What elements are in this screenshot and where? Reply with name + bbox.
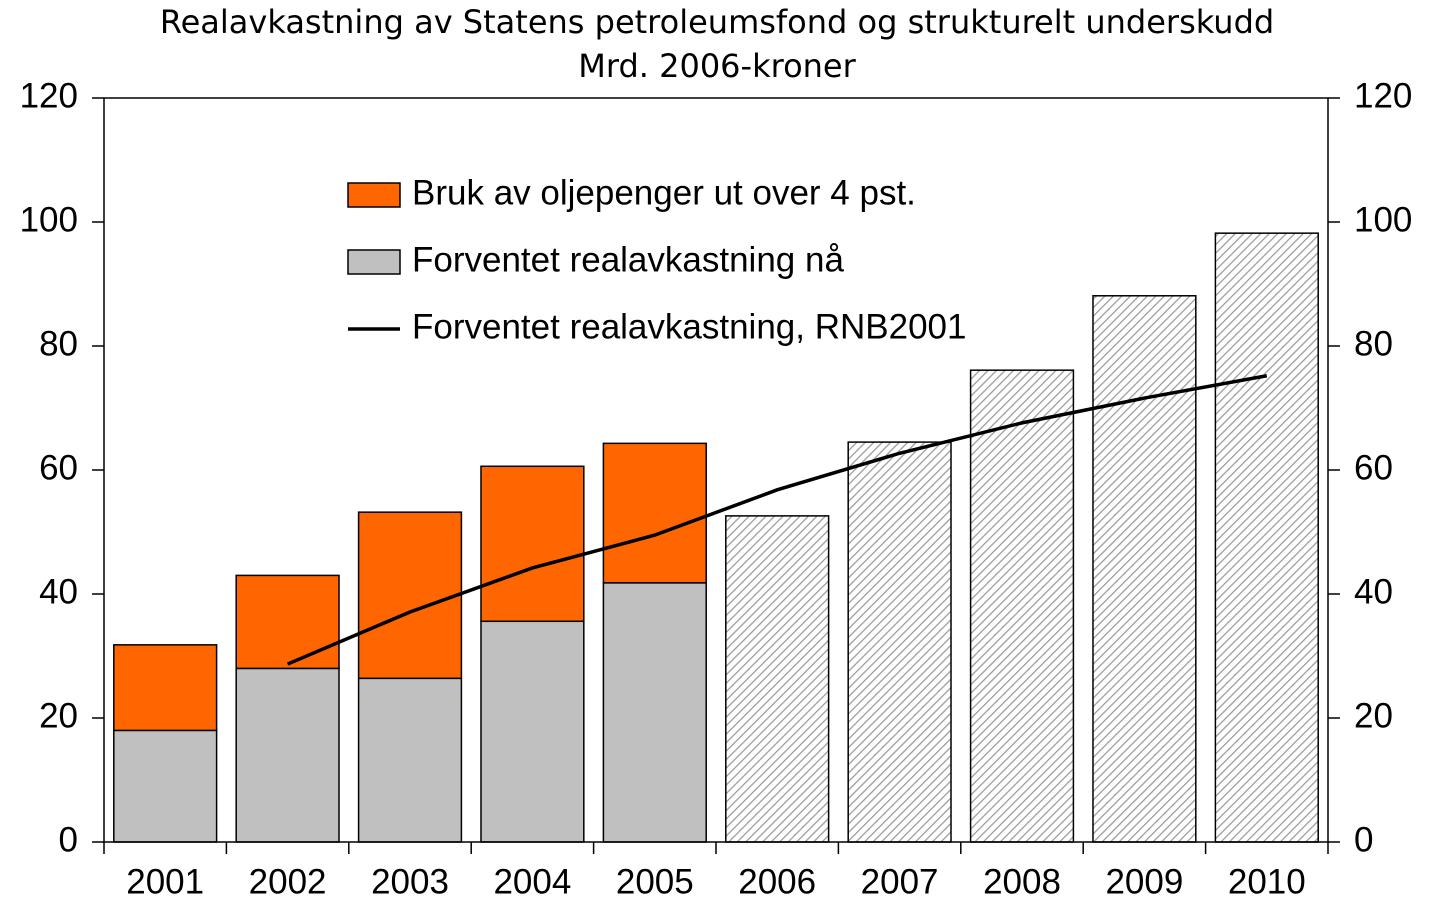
y-tick-label: 0 bbox=[59, 820, 78, 859]
y2-tick-label: 0 bbox=[1354, 820, 1373, 859]
chart-title: Realavkastning av Statens petroleumsfond… bbox=[160, 3, 1274, 41]
bar bbox=[357, 511, 463, 680]
x-tick-label: 2004 bbox=[493, 862, 571, 901]
legend-label: Bruk av oljepenger ut over 4 pst. bbox=[412, 173, 916, 212]
x-tick-label: 2010 bbox=[1228, 862, 1306, 901]
x-tick-label: 2007 bbox=[861, 862, 939, 901]
x-tick-label: 2003 bbox=[371, 862, 449, 901]
bar bbox=[113, 729, 218, 843]
bar bbox=[602, 442, 707, 584]
x-tick-label: 2008 bbox=[983, 862, 1061, 901]
chart-subtitle: Mrd. 2006-kroner bbox=[578, 47, 856, 85]
bar bbox=[602, 582, 707, 843]
bar bbox=[357, 677, 463, 843]
x-tick-label: 2006 bbox=[738, 862, 816, 901]
y-tick-label: 120 bbox=[20, 76, 78, 115]
y2-tick-label: 20 bbox=[1354, 696, 1393, 735]
y-tick-label: 60 bbox=[39, 448, 78, 487]
bar bbox=[235, 574, 340, 670]
bar bbox=[1214, 232, 1319, 843]
legend-swatch bbox=[347, 249, 401, 275]
y-tick-label: 80 bbox=[39, 324, 78, 363]
x-tick-label: 2002 bbox=[249, 862, 327, 901]
bar bbox=[1092, 295, 1197, 843]
bar bbox=[969, 369, 1075, 843]
legend-label: Forventet realavkastning, RNB2001 bbox=[412, 307, 966, 346]
bar bbox=[847, 441, 952, 843]
y2-tick-label: 100 bbox=[1354, 200, 1412, 239]
bar bbox=[113, 644, 218, 732]
y2-tick-label: 80 bbox=[1354, 324, 1393, 363]
line bbox=[286, 374, 1268, 666]
y2-tick-label: 120 bbox=[1354, 76, 1412, 115]
bar bbox=[480, 620, 585, 843]
bar bbox=[235, 667, 340, 843]
x-tick-label: 2005 bbox=[616, 862, 694, 901]
y2-tick-label: 60 bbox=[1354, 448, 1393, 487]
y-tick-label: 100 bbox=[20, 200, 78, 239]
y-tick-label: 40 bbox=[39, 572, 78, 611]
y2-tick-label: 40 bbox=[1354, 572, 1393, 611]
x-tick-label: 2001 bbox=[126, 862, 204, 901]
x-tick-label: 2009 bbox=[1105, 862, 1183, 901]
bar bbox=[480, 465, 585, 623]
legend-label: Forventet realavkastning nå bbox=[412, 240, 844, 279]
y-tick-label: 20 bbox=[39, 696, 78, 735]
bar bbox=[725, 515, 830, 843]
legend-swatch bbox=[347, 182, 401, 208]
